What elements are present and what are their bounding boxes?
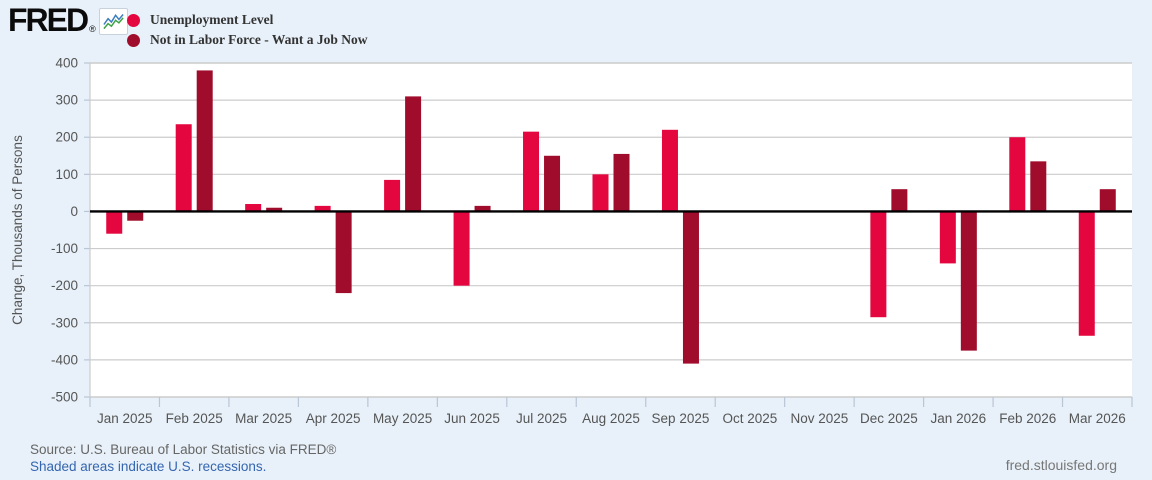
- x-axis-month-label: Mar 2025: [235, 411, 292, 426]
- bar-nilf-feb-2025[interactable]: [196, 70, 213, 212]
- x-axis-month-label: Feb 2026: [999, 411, 1056, 426]
- y-axis-tick-label: 0: [70, 204, 78, 219]
- x-axis-month-label: Feb 2025: [166, 411, 223, 426]
- fred-logo-text: FRED: [8, 2, 89, 38]
- x-axis-month-label: Jun 2025: [444, 411, 500, 426]
- y-axis-tick-label: -500: [51, 390, 78, 405]
- bar-unemployment-feb-2025[interactable]: [175, 124, 192, 212]
- y-axis-tick-label: -300: [51, 315, 78, 330]
- y-axis-tick-label: 200: [55, 130, 78, 145]
- bar-nilf-jun-2025[interactable]: [474, 205, 491, 212]
- bar-unemployment-apr-2025[interactable]: [314, 205, 331, 212]
- bar-unemployment-jan-2025[interactable]: [106, 211, 123, 234]
- x-axis-month-label: Oct 2025: [723, 411, 778, 426]
- fred-logo[interactable]: FRED ®: [8, 4, 128, 36]
- y-axis-tick-label: 100: [55, 167, 78, 182]
- x-axis-month-label: Jan 2026: [931, 411, 987, 426]
- bar-nilf-aug-2025[interactable]: [613, 153, 630, 212]
- line-chart-icon: [98, 8, 128, 35]
- bar-nilf-mar-2025[interactable]: [266, 207, 283, 212]
- legend-dot-unemployment-level: [127, 13, 140, 27]
- y-axis-title: Change, Thousands of Persons: [10, 135, 25, 325]
- bar-unemployment-mar-2025[interactable]: [245, 204, 262, 212]
- y-axis-tick-label: 300: [55, 93, 78, 108]
- source-note: Source: U.S. Bureau of Labor Statistics …: [30, 442, 337, 457]
- y-axis-tick-label: 400: [55, 56, 78, 71]
- bar-unemployment-dec-2025[interactable]: [870, 211, 887, 318]
- y-axis-tick-label: -100: [51, 241, 78, 256]
- bar-nilf-may-2025[interactable]: [405, 96, 422, 212]
- x-axis-month-label: Aug 2025: [582, 411, 640, 426]
- bar-unemployment-aug-2025[interactable]: [592, 174, 609, 212]
- bar-chart: 400 300 200 100 0 -100 -200 -300 -400 -500 Jan 202…: [10, 56, 1133, 426]
- bar-unemployment-feb-2026[interactable]: [1009, 137, 1026, 212]
- y-axis-tick-label: -400: [51, 352, 78, 367]
- legend: Unemployment Level Not in Labor Force - …: [127, 12, 368, 52]
- bar-unemployment-jan-2026[interactable]: [939, 211, 956, 264]
- x-axis-month-label: Nov 2025: [791, 411, 849, 426]
- bar-nilf-jan-2025[interactable]: [127, 211, 144, 221]
- bar-unemployment-sep-2025[interactable]: [661, 129, 678, 212]
- bar-nilf-dec-2025[interactable]: [891, 189, 908, 212]
- bar-unemployment-may-2025[interactable]: [384, 179, 401, 212]
- x-axis-month-label: Sep 2025: [652, 411, 710, 426]
- recessions-note-link[interactable]: Shaded areas indicate U.S. recessions.: [30, 459, 267, 474]
- x-axis-month-label: May 2025: [373, 411, 432, 426]
- bar-unemployment-mar-2026[interactable]: [1078, 211, 1095, 336]
- bar-nilf-jul-2025[interactable]: [544, 155, 561, 212]
- x-axis-month-label: Apr 2025: [306, 411, 361, 426]
- x-axis-month-label: Jul 2025: [516, 411, 567, 426]
- x-axis-month-label: Mar 2026: [1069, 411, 1126, 426]
- fred-site-link[interactable]: fred.stlouisfed.org: [1005, 457, 1117, 473]
- legend-item-not-in-labor-force[interactable]: Not in Labor Force - Want a Job Now: [127, 32, 368, 48]
- bar-nilf-feb-2026[interactable]: [1030, 161, 1047, 212]
- registered-trademark-symbol: ®: [89, 24, 96, 34]
- bar-unemployment-jun-2025[interactable]: [453, 211, 470, 286]
- bar-nilf-jan-2026[interactable]: [960, 211, 977, 351]
- legend-label: Not in Labor Force - Want a Job Now: [150, 32, 368, 47]
- bar-nilf-mar-2026[interactable]: [1099, 189, 1116, 212]
- y-axis-tick-label: -200: [51, 278, 78, 293]
- bar-nilf-sep-2025[interactable]: [682, 211, 699, 364]
- bar-unemployment-jul-2025[interactable]: [523, 131, 540, 212]
- bar-nilf-apr-2025[interactable]: [335, 211, 352, 294]
- legend-dot-not-in-labor-force: [127, 33, 140, 47]
- legend-label: Unemployment Level: [150, 12, 274, 27]
- plot-area: [90, 63, 1132, 397]
- legend-item-unemployment-level[interactable]: Unemployment Level: [127, 12, 368, 28]
- x-axis-month-label: Jan 2025: [97, 411, 153, 426]
- x-axis-month-label: Dec 2025: [860, 411, 918, 426]
